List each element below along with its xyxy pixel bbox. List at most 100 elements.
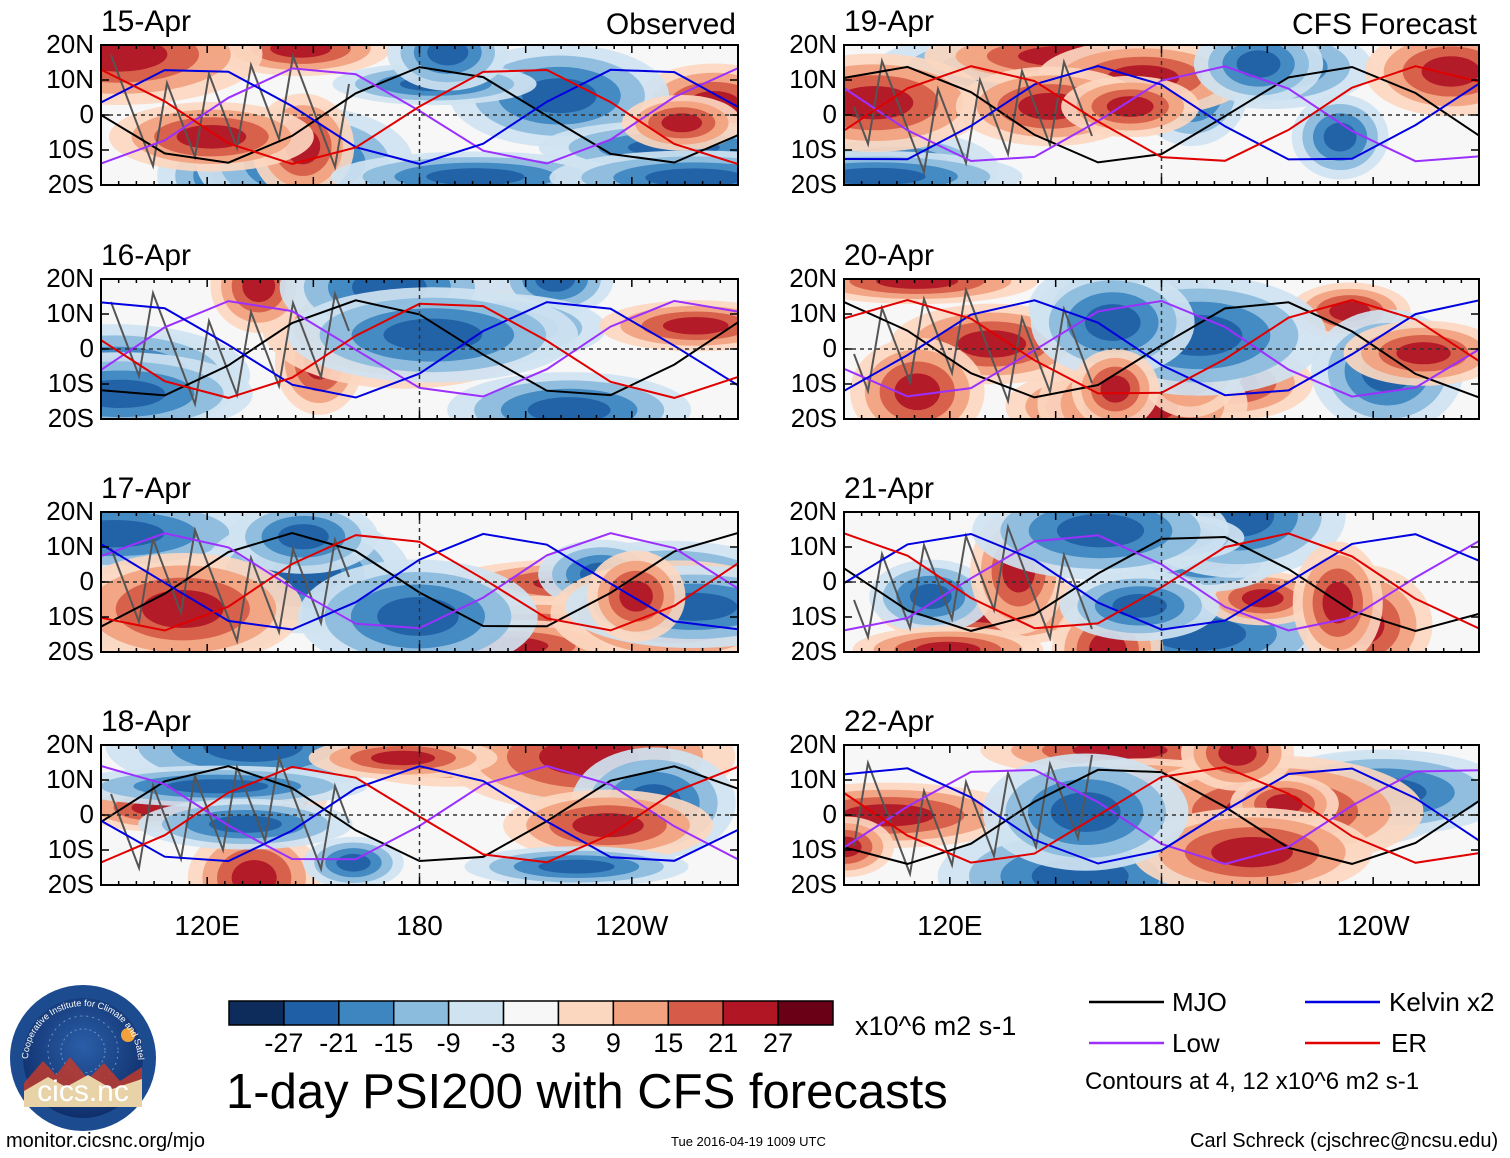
colorbar-segment bbox=[722, 1000, 779, 1026]
lat-tick-label: 20N bbox=[46, 263, 94, 293]
lat-tick-label: 10S bbox=[790, 134, 837, 164]
legend-low-label: Low bbox=[1172, 1028, 1220, 1058]
lat-tick-label: 0 bbox=[79, 333, 94, 363]
colorbar-segment bbox=[612, 1000, 670, 1026]
lat-tick-label: 10S bbox=[47, 834, 94, 864]
lat-tick-label: 10N bbox=[789, 298, 837, 328]
lat-tick-label: 10N bbox=[789, 531, 837, 561]
footer-url[interactable]: monitor.cicsnc.org/mjo bbox=[6, 1130, 205, 1152]
lat-tick-label: 0 bbox=[822, 333, 837, 363]
panel-type-label: Observed bbox=[605, 8, 736, 41]
legend-kelvin-label: Kelvin x2 bbox=[1389, 987, 1495, 1017]
colorbar-tick-label: 21 bbox=[708, 1028, 739, 1058]
map-panel-15-Apr bbox=[100, 44, 739, 186]
panel-date: 15-Apr bbox=[101, 5, 192, 38]
lon-tick-label: 120W bbox=[595, 910, 669, 941]
colorbar-segment bbox=[777, 1000, 834, 1026]
lat-tick-label: 0 bbox=[79, 799, 94, 829]
map-panel-16-Apr bbox=[100, 278, 739, 420]
lat-tick-label: 20N bbox=[46, 29, 94, 59]
colorbar-tick-label: 3 bbox=[550, 1028, 566, 1058]
colorbar-segment bbox=[338, 1000, 395, 1026]
lat-tick-label: 20N bbox=[789, 729, 837, 759]
lat-tick-label: 20S bbox=[47, 636, 94, 666]
legend-er-label: ER bbox=[1391, 1028, 1428, 1058]
colorbar-segment bbox=[447, 1000, 505, 1026]
lat-tick-label: 20S bbox=[47, 169, 94, 199]
lat-tick-label: 10S bbox=[47, 601, 94, 631]
lon-tick-label: 180 bbox=[396, 910, 443, 941]
figure-title: 1-day PSI200 with CFS forecasts bbox=[226, 1065, 948, 1119]
colorbar-tick-label: -21 bbox=[319, 1028, 359, 1058]
lon-tick-label: 180 bbox=[1138, 910, 1185, 941]
panel-date: 16-Apr bbox=[101, 239, 192, 272]
map-panel-20-Apr bbox=[843, 278, 1480, 420]
colorbar-segment bbox=[502, 1000, 560, 1026]
colorbar bbox=[228, 1000, 834, 1026]
colorbar-segment bbox=[392, 1000, 450, 1026]
colorbar-tick-label: -27 bbox=[264, 1028, 304, 1058]
lat-tick-label: 10N bbox=[789, 764, 837, 794]
colorbar-tick-label: -3 bbox=[491, 1028, 516, 1058]
lat-tick-label: 10S bbox=[790, 834, 837, 864]
panel-date: 19-Apr bbox=[844, 5, 935, 38]
map-panel-21-Apr bbox=[843, 511, 1480, 653]
panel-date: 18-Apr bbox=[101, 705, 192, 738]
logo-text: cics.nc bbox=[37, 1075, 129, 1108]
lat-tick-label: 10N bbox=[46, 531, 94, 561]
colorbar-segment bbox=[557, 1000, 615, 1026]
lat-tick-label: 10N bbox=[46, 764, 94, 794]
lat-tick-label: 20S bbox=[790, 869, 837, 899]
panel-date: 17-Apr bbox=[101, 472, 192, 505]
colorbar-segment bbox=[667, 1000, 724, 1026]
lat-tick-label: 10S bbox=[47, 134, 94, 164]
lat-tick-label: 20N bbox=[46, 729, 94, 759]
lat-tick-label: 20S bbox=[47, 403, 94, 433]
colorbar-segment bbox=[228, 1000, 285, 1026]
panel-date: 22-Apr bbox=[844, 705, 935, 738]
panel-date: 21-Apr bbox=[844, 472, 935, 505]
lat-tick-label: 0 bbox=[79, 566, 94, 596]
footer-timestamp: Tue 2016-04-19 1009 UTC bbox=[671, 1134, 826, 1149]
colorbar-unit: x10^6 m2 s-1 bbox=[855, 1011, 1017, 1041]
contour-note: Contours at 4, 12 x10^6 m2 s-1 bbox=[1085, 1068, 1420, 1095]
lon-tick-label: 120E bbox=[917, 910, 983, 941]
legend-lines bbox=[1089, 1000, 1380, 1045]
colorbar-tick-label: -15 bbox=[374, 1028, 414, 1058]
lon-tick-label: 120W bbox=[1336, 910, 1410, 941]
map-panel-22-Apr bbox=[843, 744, 1480, 886]
lat-tick-label: 10S bbox=[790, 368, 837, 398]
lat-tick-label: 20N bbox=[46, 496, 94, 526]
lat-tick-label: 20S bbox=[790, 636, 837, 666]
lat-tick-label: 20N bbox=[789, 29, 837, 59]
lat-tick-label: 20S bbox=[790, 403, 837, 433]
footer-credit: Carl Schreck (cjschrec@ncsu.edu) bbox=[1190, 1130, 1499, 1152]
map-panel-18-Apr bbox=[100, 744, 739, 886]
map-panel-17-Apr bbox=[100, 511, 739, 653]
colorbar-tick-label: 9 bbox=[605, 1028, 621, 1058]
lat-tick-label: 20N bbox=[789, 496, 837, 526]
colorbar-tick-label: -9 bbox=[436, 1028, 461, 1058]
lat-tick-label: 20N bbox=[789, 263, 837, 293]
lat-tick-label: 10N bbox=[789, 64, 837, 94]
lat-tick-label: 20S bbox=[47, 869, 94, 899]
lat-tick-label: 10N bbox=[46, 64, 94, 94]
lon-tick-label: 120E bbox=[174, 910, 240, 941]
lat-tick-label: 0 bbox=[79, 99, 94, 129]
lat-tick-label: 10N bbox=[46, 298, 94, 328]
colorbar-segment bbox=[283, 1000, 340, 1026]
lat-tick-label: 10S bbox=[47, 368, 94, 398]
colorbar-tick-label: 15 bbox=[653, 1028, 684, 1058]
lat-tick-label: 0 bbox=[822, 566, 837, 596]
cics-logo: Cooperative Institute for Climate and Sa… bbox=[8, 983, 156, 1131]
lat-tick-label: 20S bbox=[790, 169, 837, 199]
colorbar-tick-label: 27 bbox=[763, 1028, 794, 1058]
lat-tick-label: 0 bbox=[822, 99, 837, 129]
legend-mjo-label: MJO bbox=[1172, 987, 1227, 1017]
panel-type-label: CFS Forecast bbox=[1291, 8, 1477, 41]
lat-tick-label: 0 bbox=[822, 799, 837, 829]
panel-date: 20-Apr bbox=[844, 239, 935, 272]
map-panel-19-Apr bbox=[843, 44, 1480, 186]
